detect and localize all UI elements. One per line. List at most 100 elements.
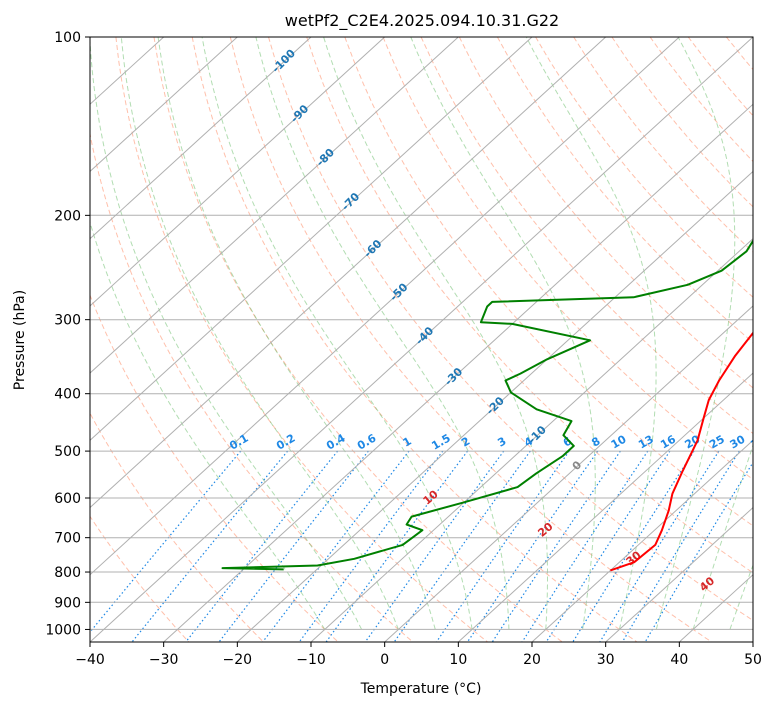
x-axis-title: Temperature (°C) xyxy=(360,681,482,697)
moist-adiabat-line xyxy=(157,37,436,630)
isotherm-line xyxy=(236,170,753,642)
moist-adiabat-line xyxy=(90,37,363,630)
chart-title: wetPf2_C2E4.2025.094.10.31.G22 xyxy=(285,11,559,31)
y-tick-label: 1000 xyxy=(45,622,81,638)
dry-adiabat-line xyxy=(382,37,753,481)
isotherm-line xyxy=(310,237,753,642)
isotherm-label: -100 xyxy=(269,47,298,76)
isotherm-line xyxy=(163,103,753,642)
mixing-ratio-label: 0.4 xyxy=(324,431,348,452)
mixing-ratio-line xyxy=(262,450,410,642)
dry-adiabat-line xyxy=(90,131,414,642)
moist-adiabat-line xyxy=(255,37,510,630)
series-dewpoint-line xyxy=(221,238,753,571)
x-tick-label: 50 xyxy=(744,652,762,668)
mixing-ratio-line xyxy=(466,450,599,642)
dry-adiabat-line xyxy=(573,37,753,253)
y-tick-label: 400 xyxy=(54,387,81,403)
x-tick-label: 0 xyxy=(380,652,389,668)
mixing-ratio-line xyxy=(218,450,369,642)
mixing-ratio-label: 1.5 xyxy=(429,432,452,453)
mixing-ratio-line xyxy=(131,450,289,642)
mixing-ratio-label: 30 xyxy=(728,432,748,451)
moist-adiabat-line xyxy=(692,443,753,630)
dry-adiabat-line xyxy=(726,37,753,71)
dry-adiabat-line xyxy=(90,515,190,642)
y-tick-label: 100 xyxy=(54,30,81,46)
dry-adiabat-line xyxy=(229,37,712,642)
isotherm-line xyxy=(90,37,386,307)
mixing-ratio-label: 25 xyxy=(707,433,727,452)
mixing-ratio-line xyxy=(545,450,671,642)
dry-adiabat-line xyxy=(344,37,753,527)
mixing-ratio-line xyxy=(599,450,720,642)
dry-adiabat-line xyxy=(115,37,488,642)
moist-adiabat-line xyxy=(410,37,596,630)
dry-adiabat-line xyxy=(90,412,264,642)
moist-adiabat-line xyxy=(120,37,399,630)
mixing-ratio-line xyxy=(325,450,468,642)
series-temperature-line xyxy=(610,331,753,572)
isotherm-line xyxy=(752,641,753,642)
dry-adiabat-line xyxy=(765,37,775,642)
mixing-ratio-line xyxy=(572,450,695,642)
isotherm-line xyxy=(384,305,753,642)
y-tick-label: 500 xyxy=(54,444,81,460)
dry-adiabat-line xyxy=(649,37,753,163)
x-tick-label: 20 xyxy=(523,652,541,668)
isotherm-line xyxy=(605,506,753,642)
isotherm-line xyxy=(457,372,753,642)
moist-adiabat-line xyxy=(323,37,548,630)
mixing-ratio-label: 0.2 xyxy=(274,432,297,453)
x-tick-label: 40 xyxy=(670,652,688,668)
x-tick-label: −30 xyxy=(149,652,179,668)
mixing-ratio-line xyxy=(621,450,740,642)
dry-adiabat-line xyxy=(687,37,753,117)
moist-adiabat-line xyxy=(525,37,657,630)
mixing-ratio-line xyxy=(435,450,570,642)
moist-adiabat-line xyxy=(201,37,473,630)
x-tick-label: 30 xyxy=(597,652,615,668)
dry-adiabat-line xyxy=(153,37,563,642)
mixing-ratio-line xyxy=(521,450,649,642)
mixing-ratio-line xyxy=(491,450,621,642)
plot-frame xyxy=(89,36,754,643)
isotherm-line xyxy=(90,37,533,442)
y-tick-label: 700 xyxy=(54,531,81,547)
mixing-ratio-label: 16 xyxy=(658,432,678,451)
mixing-ratio-label: 36 xyxy=(748,432,768,451)
dry-adiabat-line xyxy=(268,37,753,622)
x-tick-label: −10 xyxy=(296,652,326,668)
dry-adiabat-line xyxy=(90,293,339,642)
isotherm-line xyxy=(90,37,312,240)
isotherm-line xyxy=(90,37,680,576)
y-tick-label: 900 xyxy=(54,595,81,611)
y-tick-label: 800 xyxy=(54,565,81,581)
moist-adiabat-label: 40 xyxy=(697,574,717,594)
mixing-ratio-line xyxy=(90,450,242,633)
mixing-ratio-line xyxy=(185,450,339,642)
mixing-ratio-line xyxy=(298,450,444,642)
y-axis-title: Pressure (hPa) xyxy=(12,290,28,390)
dry-adiabat-line xyxy=(191,37,638,642)
x-tick-label: −40 xyxy=(75,652,105,668)
isotherm-line xyxy=(90,37,753,642)
moist-adiabat-line xyxy=(655,37,736,630)
isotherm-line xyxy=(531,439,753,642)
y-tick-label: 600 xyxy=(54,491,81,507)
isotherm-line xyxy=(90,37,459,374)
isotherm-line xyxy=(90,37,238,173)
moist-adiabat-line xyxy=(729,563,753,630)
mixing-ratio-line xyxy=(393,450,531,642)
mixing-ratio-label: 1 xyxy=(401,435,414,450)
mixing-ratio-label: 0.1 xyxy=(227,432,250,453)
moist-adiabat-line xyxy=(90,220,326,630)
isotherm-line xyxy=(90,37,607,509)
x-tick-label: 10 xyxy=(449,652,467,668)
dry-adiabat-line xyxy=(535,37,753,298)
mixing-ratio-label: 3 xyxy=(495,435,508,450)
y-tick-label: 200 xyxy=(54,208,81,224)
x-tick-label: −20 xyxy=(223,652,253,668)
y-tick-label: 300 xyxy=(54,313,81,329)
